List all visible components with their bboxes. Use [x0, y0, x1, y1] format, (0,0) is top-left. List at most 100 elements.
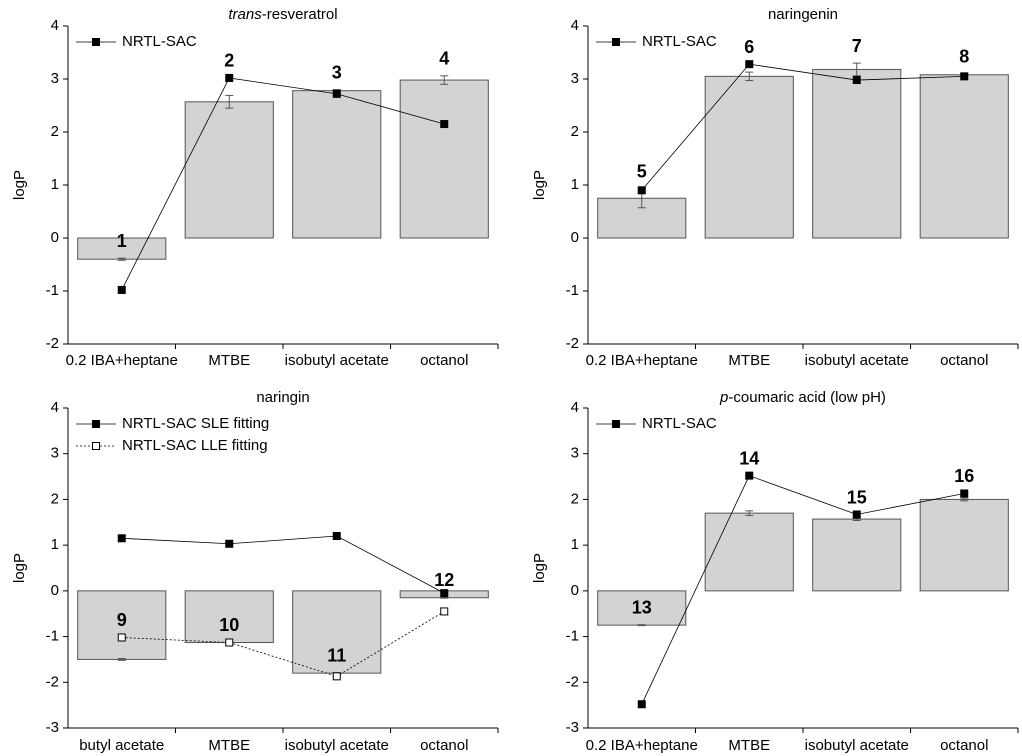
x-tick-label: MTBE: [208, 737, 250, 754]
chart-title: p-coumaric acid (low pH): [719, 389, 886, 406]
bar: [77, 590, 167, 660]
y-tick-label: 2: [51, 123, 59, 140]
bar-label: 15: [847, 487, 867, 507]
bar: [704, 512, 794, 592]
error-bar: [117, 658, 126, 661]
series-point: [960, 72, 969, 81]
error-bar: [852, 62, 861, 77]
series-point: [440, 607, 449, 616]
bar-label: 6: [744, 37, 754, 57]
bar: [292, 90, 382, 239]
series-point: [960, 489, 969, 498]
chart-title: naringenin: [768, 6, 838, 23]
series-point: [745, 471, 754, 480]
bar: [919, 498, 1009, 592]
series-point: [225, 73, 234, 82]
y-tick-label: 4: [571, 17, 579, 34]
legend-marker: [612, 38, 620, 46]
series-line: [121, 535, 445, 594]
title-part: naringenin: [768, 6, 838, 23]
series-point: [852, 510, 861, 519]
title-part: naringin: [256, 389, 309, 406]
error-bar: [745, 510, 754, 516]
bar-label: 16: [954, 466, 974, 486]
bar-label: 4: [439, 49, 449, 69]
bar-label: 8: [959, 46, 969, 66]
series-point: [117, 285, 126, 294]
y-tick-label: -2: [566, 335, 579, 352]
y-tick-label: -2: [566, 673, 579, 690]
bar: [919, 74, 1009, 239]
legend-marker: [612, 420, 620, 428]
y-tick-label: 4: [571, 399, 579, 416]
bar-label: 5: [637, 161, 647, 181]
y-axis-label: logP: [531, 170, 548, 200]
x-tick-label: MTBE: [728, 737, 770, 754]
legend-marker: [92, 38, 100, 46]
x-tick-label: MTBE: [728, 352, 770, 369]
panel: p-coumaric acid (low pH) logP 0.2 IBA+hept…: [531, 389, 1019, 754]
x-tick-label: 0.2 IBA+heptane: [586, 352, 698, 369]
bar: [399, 79, 489, 239]
series-point: [332, 532, 341, 540]
series-line: [641, 63, 965, 191]
panel: naringenin logP 0.2 IBA+heptane MTBE isobuty…: [531, 6, 1019, 369]
series-line: [121, 77, 445, 291]
series-line: [121, 611, 445, 677]
legend-label: NRTL-SAC: [642, 415, 717, 432]
series-point: [440, 120, 449, 129]
bar-label: 2: [224, 51, 234, 71]
title-part: p: [719, 389, 728, 406]
error-bar: [440, 596, 449, 599]
bar: [292, 590, 382, 674]
error-bar: [637, 624, 646, 627]
legend-marker: [92, 442, 100, 450]
bar-label: 12: [434, 570, 454, 590]
bar-label: 13: [632, 597, 652, 617]
bar: [597, 590, 687, 626]
series-point: [117, 534, 126, 543]
bar: [184, 590, 274, 644]
title-part: -resveratrol: [262, 6, 338, 23]
y-tick-label: -1: [566, 628, 579, 645]
error-bar: [440, 75, 449, 85]
series-point: [332, 89, 341, 98]
bar: [812, 518, 902, 592]
panel: naringin logP butyl acetate MTBE isobutyl ac…: [11, 389, 499, 754]
series-point: [332, 672, 341, 681]
series-point: [225, 638, 234, 647]
y-tick-label: 4: [51, 399, 59, 416]
y-tick-label: 0: [51, 229, 59, 246]
bar: [184, 101, 274, 239]
legend-label: NRTL-SAC: [642, 33, 717, 50]
x-tick-label: butyl acetate: [79, 737, 164, 754]
series-point: [117, 633, 126, 642]
y-tick-label: -3: [566, 719, 579, 736]
x-tick-label: octanol: [940, 737, 988, 754]
x-tick-label: 0.2 IBA+heptane: [586, 737, 698, 754]
x-tick-label: 0.2 IBA+heptane: [66, 352, 178, 369]
y-tick-label: 2: [571, 123, 579, 140]
y-tick-label: 3: [51, 445, 59, 462]
x-tick-label: isobutyl acetate: [285, 737, 389, 754]
legend-label: NRTL-SAC SLE fitting: [122, 415, 269, 432]
y-tick-label: 3: [571, 70, 579, 87]
y-tick-label: -3: [46, 719, 59, 736]
y-tick-label: 4: [51, 17, 59, 34]
panel: trans-resveratrol logP 0.2 IBA+heptane MTBE…: [11, 6, 499, 369]
bar-label: 14: [739, 448, 759, 468]
x-tick-label: MTBE: [208, 352, 250, 369]
bar-label: 7: [852, 36, 862, 56]
x-tick-label: isobutyl acetate: [805, 352, 909, 369]
y-tick-label: 1: [571, 536, 579, 553]
chart-title: trans-resveratrol: [228, 6, 337, 23]
legend-marker: [92, 420, 100, 428]
y-tick-label: 1: [51, 536, 59, 553]
y-tick-label: 0: [51, 582, 59, 599]
bar-label: 9: [117, 610, 127, 630]
series-point: [440, 589, 449, 598]
series-point: [852, 76, 861, 85]
error-bar: [117, 257, 126, 261]
y-tick-label: 1: [571, 176, 579, 193]
